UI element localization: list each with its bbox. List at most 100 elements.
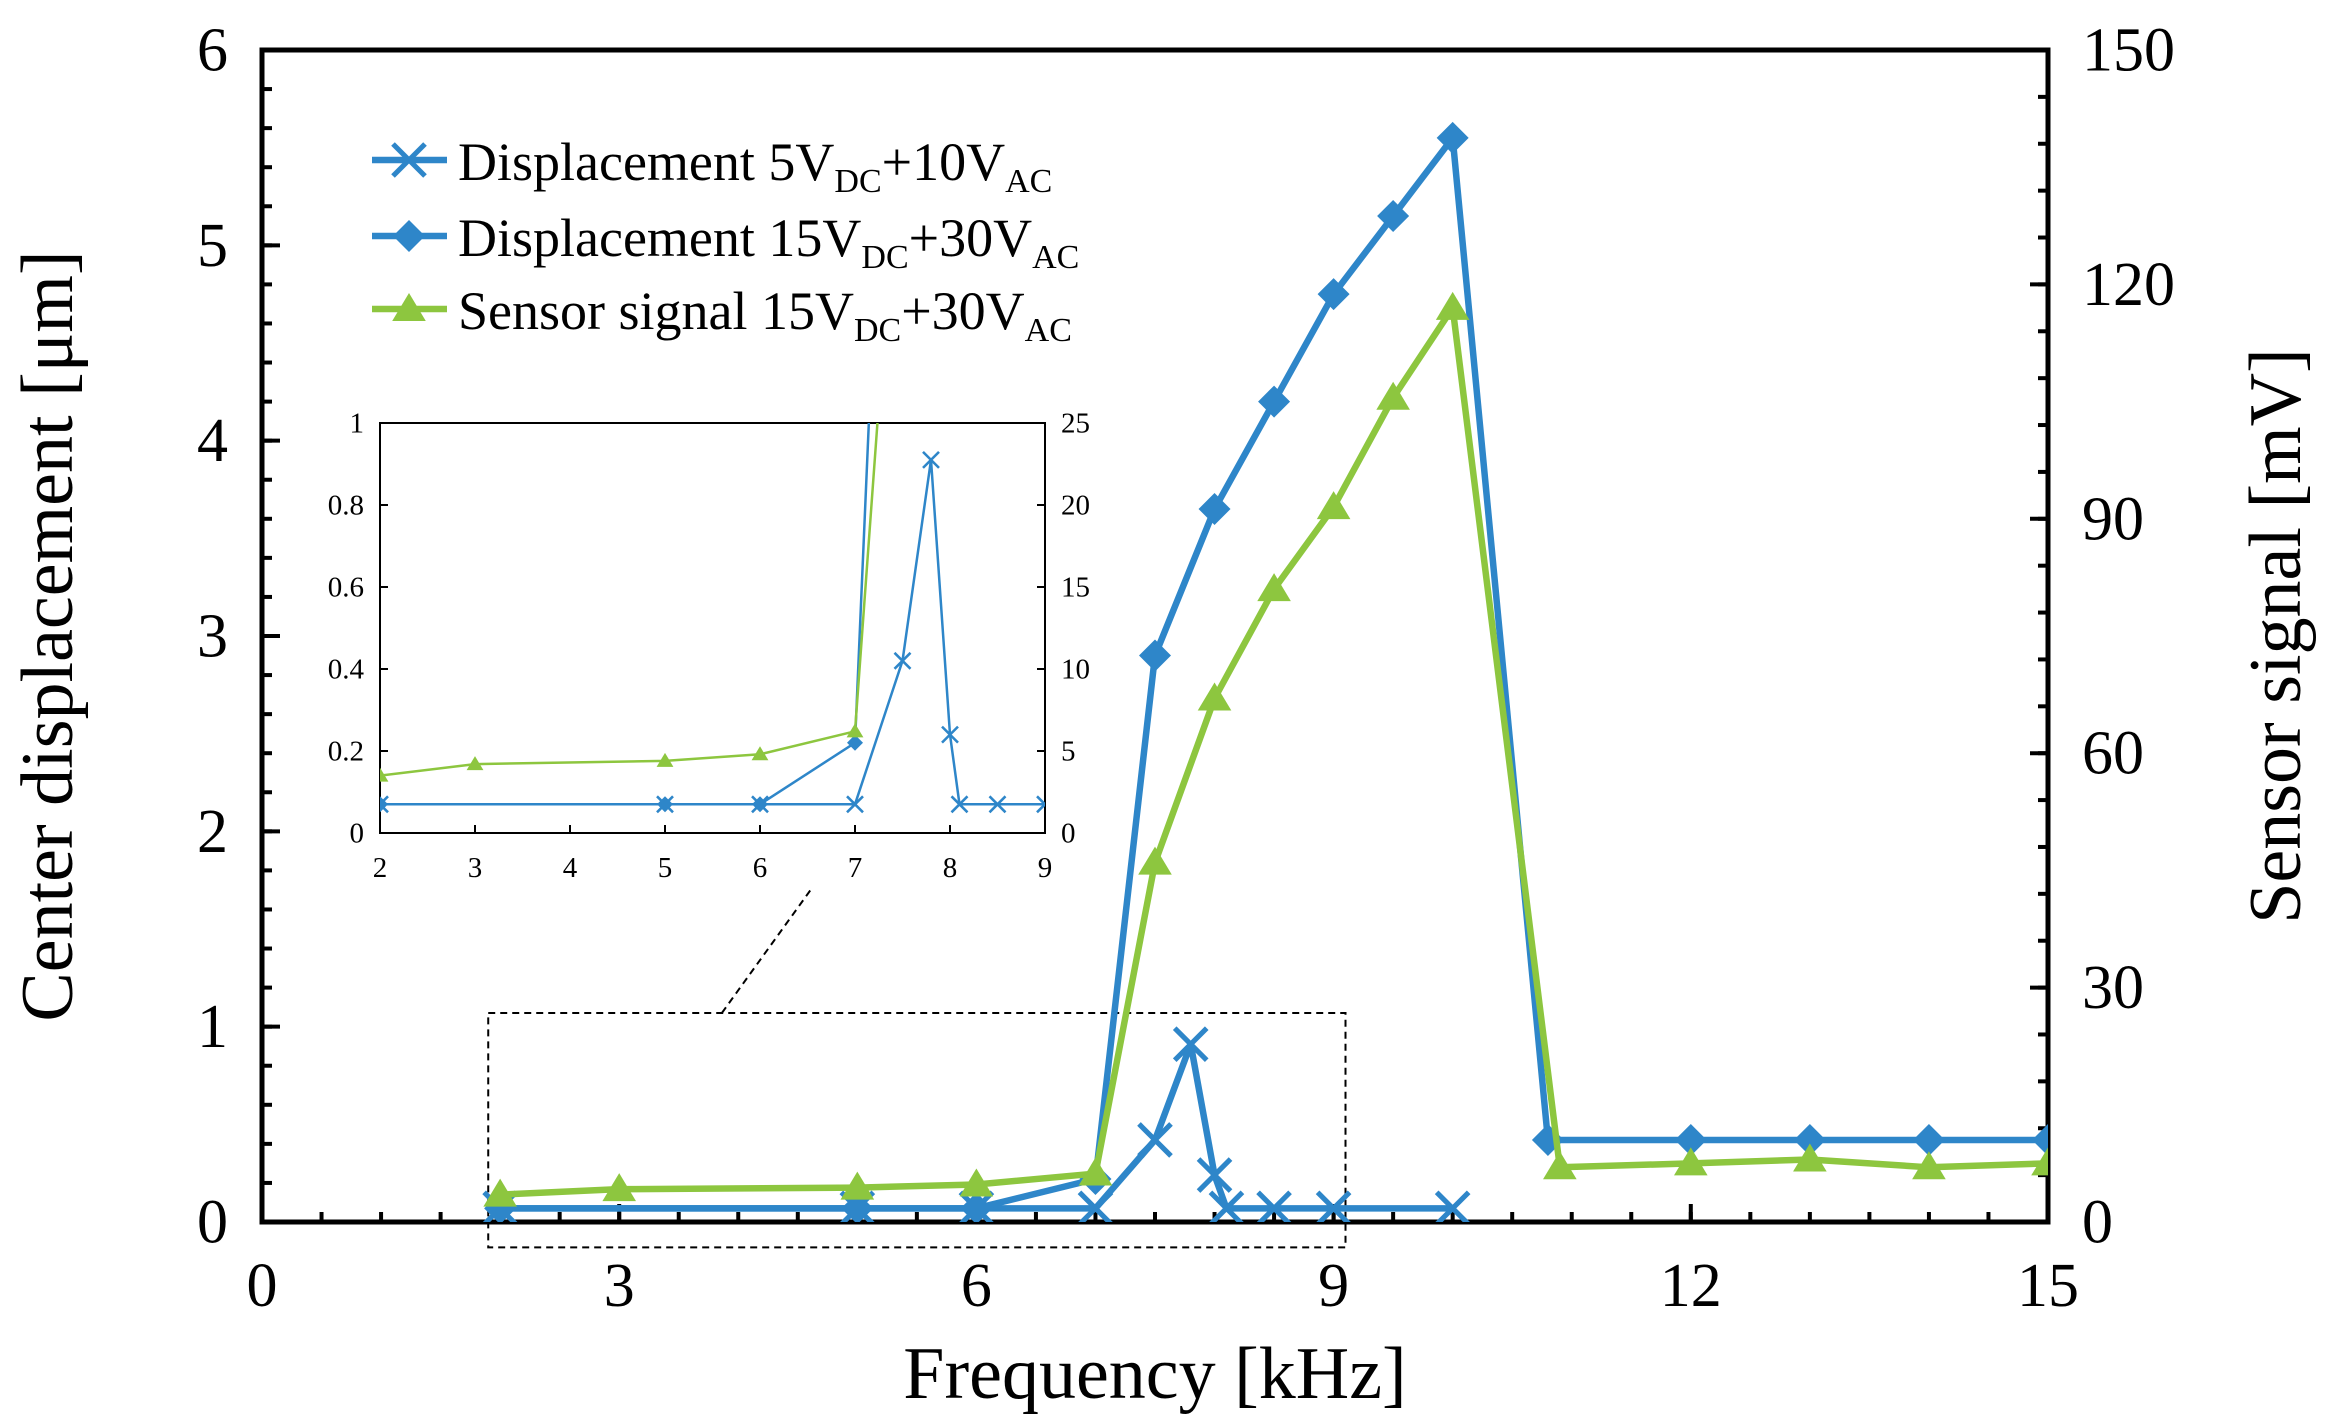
y-tick-label: 1 xyxy=(197,993,228,1061)
x-tick-label: 3 xyxy=(604,1252,635,1320)
y2-tick-label: 0 xyxy=(2082,1188,2113,1256)
y-tick-label: 6 xyxy=(197,16,228,84)
series-line-2 xyxy=(499,304,2048,1198)
x-tick-label: 8 xyxy=(943,852,958,884)
y-tick-label: 1 xyxy=(350,408,365,440)
zoom-region xyxy=(487,887,1347,1249)
inset-background xyxy=(380,423,1045,833)
x-tick-label: 15 xyxy=(2017,1252,2079,1320)
data-point-2 xyxy=(1138,846,1172,875)
data-point-2 xyxy=(1316,491,1351,520)
data-point-1 xyxy=(1139,639,1171,672)
y-tick-label: 0.6 xyxy=(328,572,364,604)
data-point-1 xyxy=(847,734,863,751)
y2-tick-label: 30 xyxy=(2082,954,2144,1022)
y2-tick-label: 0 xyxy=(1061,818,1076,850)
data-point-2 xyxy=(656,752,674,767)
data-point-1 xyxy=(657,796,673,813)
data-point-0 xyxy=(380,795,389,814)
data-point-2 xyxy=(483,1178,517,1207)
data-point-1 xyxy=(2032,1123,2048,1156)
data-point-2 xyxy=(1912,1151,1946,1180)
inset-plot-frame xyxy=(379,422,1046,834)
data-point-2 xyxy=(380,767,389,782)
data-point-1 xyxy=(1377,200,1410,233)
x-tick-label: 9 xyxy=(1038,852,1053,884)
data-point-1 xyxy=(841,1192,874,1222)
y2-tick-label: 120 xyxy=(2082,251,2175,319)
data-point-0 xyxy=(1137,1122,1173,1158)
data-point-2 xyxy=(2031,1147,2048,1176)
data-point-1 xyxy=(960,1192,993,1222)
y2-tick-label: 25 xyxy=(1061,408,1090,440)
data-point-1 xyxy=(1436,121,1469,154)
y2-tick-label: 60 xyxy=(2082,720,2144,788)
data-point-1 xyxy=(1258,385,1291,418)
data-point-0 xyxy=(1036,795,1045,814)
data-point-0 xyxy=(1315,1190,1352,1222)
x-tick-label: 7 xyxy=(848,852,863,884)
y-tick-label: 2 xyxy=(197,798,228,866)
x-tick-label: 9 xyxy=(1318,1252,1349,1320)
data-point-2 xyxy=(1674,1147,1708,1176)
legend-text-part: Displacement 5V xyxy=(458,132,834,192)
legend-label-2: Sensor signal 15VDC+30VAC xyxy=(458,281,1072,349)
data-point-0 xyxy=(1077,1190,1114,1222)
data-point-0 xyxy=(846,795,864,814)
legend-text-part: Sensor signal 15V xyxy=(458,281,854,341)
y2-tick-label: 5 xyxy=(1061,736,1076,768)
y2-tick-label: 90 xyxy=(2082,485,2144,553)
data-point-1 xyxy=(1674,1123,1707,1156)
data-point-1 xyxy=(1317,278,1350,311)
inset-series xyxy=(380,71,1045,814)
legend-label-0: Displacement 5VDC+10VAC xyxy=(458,132,1052,200)
x-tick-label: 4 xyxy=(563,852,578,884)
data-point-0 xyxy=(922,450,940,469)
data-point-0 xyxy=(941,725,959,744)
y-tick-label: 0 xyxy=(350,818,365,850)
data-point-0 xyxy=(1256,1190,1292,1222)
legend-text-part: +10V xyxy=(882,132,1005,192)
legend-marker-0 xyxy=(391,142,427,178)
x-axis-title: Frequency [kHz] xyxy=(903,1333,1406,1415)
data-point-2 xyxy=(1078,1157,1113,1186)
y2-tick-label: 15 xyxy=(1061,572,1090,604)
legend-text-part: DC xyxy=(854,312,901,349)
legend-text-part: +30V xyxy=(901,281,1024,341)
zoom-connector xyxy=(721,887,813,1014)
x-tick-label: 2 xyxy=(373,852,388,884)
y2-axis-title: Sensor signal [mV] xyxy=(2235,348,2317,924)
legend-text-part: DC xyxy=(861,239,908,276)
y-tick-label: 3 xyxy=(197,602,228,670)
y2-tick-label: 10 xyxy=(1061,654,1090,686)
y2-tick-label: 20 xyxy=(1061,490,1090,522)
legend-marker-2 xyxy=(392,293,426,321)
data-point-2 xyxy=(840,1171,875,1200)
legend-label-1: Displacement 15VDC+30VAC xyxy=(458,208,1079,276)
x-tick-label: 12 xyxy=(1660,1252,1722,1320)
data-point-0 xyxy=(1208,1190,1245,1222)
x-tick-label: 5 xyxy=(658,852,673,884)
data-point-2 xyxy=(466,756,484,771)
legend-text-part: +30V xyxy=(909,208,1032,268)
data-point-0 xyxy=(988,795,1007,814)
legend-text-part: Displacement 15V xyxy=(458,208,861,268)
legend-text-part: AC xyxy=(1025,312,1072,349)
y-axis-title: Center displacement [μm] xyxy=(7,250,89,1021)
inset-ticks xyxy=(379,422,1046,834)
y2-tick-label: 150 xyxy=(2082,16,2175,84)
data-point-1 xyxy=(380,796,388,813)
data-point-2 xyxy=(894,71,911,85)
data-point-1 xyxy=(1793,1123,1826,1156)
series-line-2 xyxy=(380,423,879,777)
data-point-0 xyxy=(1196,1157,1233,1193)
data-point-1 xyxy=(752,796,768,813)
main-series xyxy=(482,121,2048,1222)
legend-text-part: AC xyxy=(1032,239,1079,276)
